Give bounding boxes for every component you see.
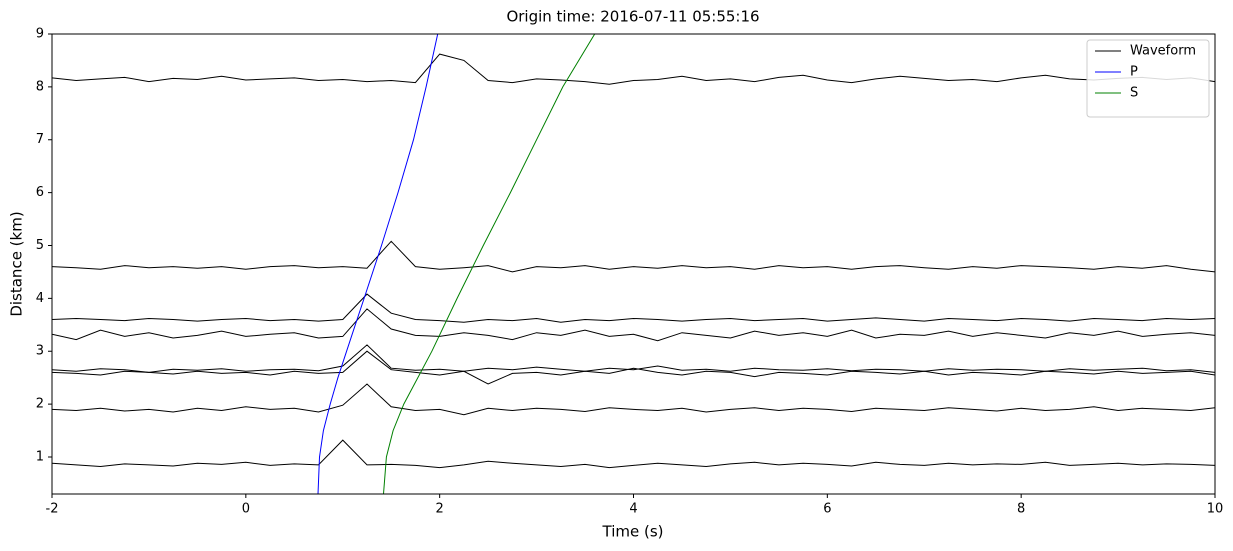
y-tick-label: 4 xyxy=(36,291,44,306)
y-tick-label: 5 xyxy=(36,238,44,253)
waveform-trace xyxy=(52,344,1215,373)
y-tick-label: 9 xyxy=(36,27,44,42)
arrival-curve xyxy=(317,34,439,494)
legend-label: S xyxy=(1130,86,1138,101)
chart-title: Origin time: 2016-07-11 05:55:16 xyxy=(506,8,759,26)
x-tick-label: 6 xyxy=(823,502,831,517)
y-tick-label: 2 xyxy=(36,397,44,412)
waveform-trace xyxy=(52,53,1215,85)
y-tick-label: 1 xyxy=(36,449,44,464)
waveform-trace xyxy=(52,383,1215,416)
plot-frame xyxy=(51,33,1216,495)
x-tick-label: 0 xyxy=(242,502,250,517)
x-tick-label: 2 xyxy=(436,502,444,517)
waveform-trace xyxy=(52,308,1215,342)
x-tick-label: 10 xyxy=(1207,502,1224,517)
x-tick-label: 8 xyxy=(1017,502,1025,517)
waveform-trace xyxy=(52,240,1215,273)
waveform-trace xyxy=(52,439,1215,469)
y-tick-label: 6 xyxy=(36,185,44,200)
y-axis-label: Distance (km) xyxy=(8,211,26,316)
y-tick-label: 8 xyxy=(36,79,44,94)
x-tick-label: 4 xyxy=(629,502,637,517)
legend-box xyxy=(1086,39,1210,118)
waveform-trace xyxy=(52,293,1215,323)
legend-label: Waveform xyxy=(1130,44,1196,59)
y-tick-label: 3 xyxy=(36,344,44,359)
x-axis-label: Time (s) xyxy=(602,523,664,541)
waveform-trace xyxy=(52,350,1215,385)
arrival-curve xyxy=(383,34,596,494)
legend-label: P xyxy=(1130,65,1138,80)
x-tick-label: -2 xyxy=(46,502,59,517)
y-tick-label: 7 xyxy=(36,132,44,147)
